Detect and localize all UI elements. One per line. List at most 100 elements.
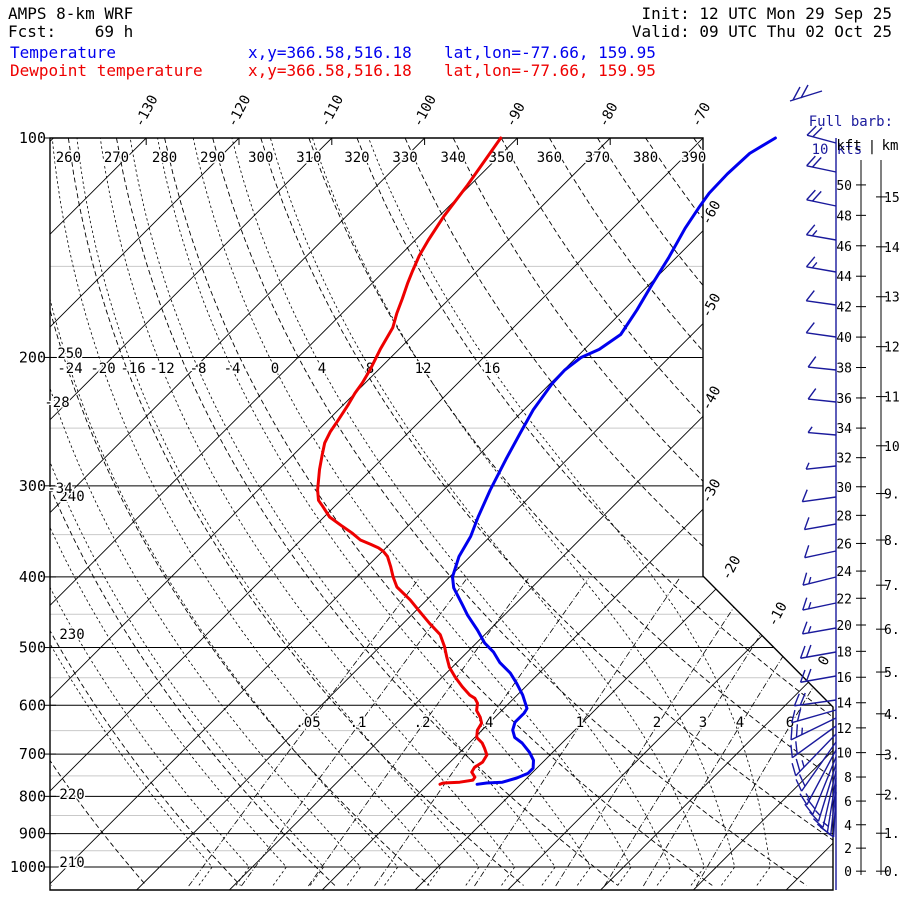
- dry-adiabat-line: [50, 138, 336, 886]
- theta-top-label: 280: [152, 150, 177, 166]
- mixing-ratio-label: 2: [653, 715, 661, 731]
- wind-barb-shaft: [802, 496, 837, 503]
- isotherm-diag-label: -20: [718, 553, 744, 583]
- wind-barb-shaft: [802, 602, 837, 611]
- kft-tick-label: 30: [836, 481, 852, 496]
- isotherm-line: [50, 138, 611, 890]
- pressure-tick-label: 900: [19, 825, 46, 843]
- dry-adiabat-line: [356, 138, 833, 886]
- moist-adiabat-line: [50, 138, 325, 886]
- isotherm-diag-label: -10: [765, 600, 791, 630]
- isotherm-line: [50, 138, 54, 890]
- wind-barb-feather: [790, 726, 793, 740]
- kft-tick-label: 10: [836, 747, 852, 762]
- theta-top-label: 310: [296, 150, 321, 166]
- wind-barb-shaft: [806, 234, 837, 241]
- isotherm-line: [50, 138, 240, 890]
- moist-adiabat-label: -8: [190, 361, 207, 377]
- wind-barb-feather: [795, 741, 798, 755]
- theta-top-label: 300: [248, 150, 273, 166]
- wind-barb-feather: [812, 127, 823, 138]
- temperature-curve: [451, 136, 777, 786]
- kft-tick-label: 6: [844, 795, 852, 810]
- wind-barb-feather: [827, 832, 835, 838]
- wind-barb-feather: [807, 388, 817, 400]
- mixing-ratio-line: [643, 578, 833, 887]
- dry-adiabat-line: [597, 138, 833, 886]
- mixing-ratio-line: [308, 578, 529, 887]
- wind-barb-shaft: [808, 398, 837, 403]
- kft-tick-label: 48: [836, 209, 852, 224]
- mixing-ratio-line: [604, 578, 797, 887]
- theta-top-label: 260: [56, 150, 81, 166]
- isotherm-line: [229, 138, 833, 890]
- wind-barb-shaft: [795, 733, 837, 777]
- kft-tick-label: 24: [836, 565, 852, 580]
- kft-tick-label: 8: [844, 771, 852, 786]
- init-time: Init: 12 UTC Mon 29 Sep 25: [641, 4, 892, 23]
- wind-barb-shaft: [794, 699, 837, 707]
- mixing-ratio-label: .05: [295, 715, 320, 731]
- wind-barb-shaft: [802, 627, 837, 635]
- pressure-tick-label: 800: [19, 787, 46, 805]
- km-tick-label: 8.: [884, 534, 900, 549]
- wind-barb-shaft: [791, 725, 837, 759]
- mixing-ratio-label: .2: [414, 715, 431, 731]
- km-tick-label: 7.: [884, 579, 900, 594]
- wind-barb-shaft: [802, 576, 837, 586]
- km-tick-label: 4.: [884, 708, 900, 723]
- km-tick-label: 6.: [884, 623, 900, 638]
- wind-barb-feather: [806, 189, 816, 201]
- isotherm-line: [600, 138, 833, 890]
- barb-legend-sample-feather: [792, 86, 801, 101]
- dry-adiabat-line: [50, 138, 241, 886]
- grid: [50, 138, 833, 890]
- moist-adiabat-line: [50, 138, 362, 886]
- isotherm-line: [321, 138, 833, 890]
- wind-barb-feather: [811, 262, 818, 269]
- dry-adiabat-line: [164, 138, 713, 886]
- dry-adiabat-line: [693, 138, 833, 886]
- moist-adiabat-label: -20: [90, 361, 115, 377]
- kft-tick-label: 26: [836, 537, 852, 552]
- kft-tick-label: 2: [844, 842, 852, 857]
- kft-tick-label: 4: [844, 819, 852, 834]
- isotherm-line: [50, 138, 797, 890]
- mixing-ratio-label: 1: [576, 715, 584, 731]
- pressure-tick-label: 200: [19, 348, 46, 366]
- wind-barb-feather: [806, 798, 816, 810]
- moist-adiabat-line: [51, 138, 442, 886]
- km-tick-label: 5.: [884, 666, 900, 681]
- dry-adiabat-line: [212, 138, 807, 886]
- wind-barb-shaft: [806, 465, 837, 470]
- theta-top-label: 390: [681, 150, 706, 166]
- moist-adiabat-left-label: -28: [44, 395, 69, 411]
- dry-adiabat-line: [116, 138, 619, 886]
- wind-barb-feather: [799, 645, 806, 659]
- moist-adiabat-line: [270, 138, 705, 886]
- plot-frame: [49, 137, 834, 891]
- wind-barb-shaft: [808, 431, 837, 436]
- moist-adiabat-line: [50, 138, 213, 886]
- kft-tick-label: 36: [836, 392, 852, 407]
- kft-tick-label: 50: [836, 179, 852, 194]
- mixing-ratio-line: [188, 578, 420, 887]
- wind-barb-feather: [803, 517, 810, 530]
- kft-tick-label: 44: [836, 270, 852, 285]
- mixing-ratio-label: 3: [699, 715, 707, 731]
- wind-barb-feather: [802, 597, 808, 611]
- pressure-tick-label: 100: [19, 129, 46, 147]
- wind-barb-feather: [806, 125, 817, 136]
- isotherm-top-label: -100: [410, 93, 440, 130]
- altitude-axes: [856, 160, 887, 875]
- wind-barb-feather: [795, 724, 799, 738]
- dry-adiabat-line: [50, 138, 147, 886]
- forecast-hour: Fcst: 69 h: [8, 22, 134, 41]
- wind-barb-shaft: [822, 770, 837, 828]
- wind-barb-shaft: [806, 165, 837, 173]
- wind-barb-feather: [812, 818, 824, 829]
- wind-barb-shaft: [808, 366, 837, 371]
- dry-adiabat-line: [260, 138, 833, 886]
- wind-barb-feather: [822, 821, 829, 827]
- wind-barb-shaft: [832, 791, 837, 837]
